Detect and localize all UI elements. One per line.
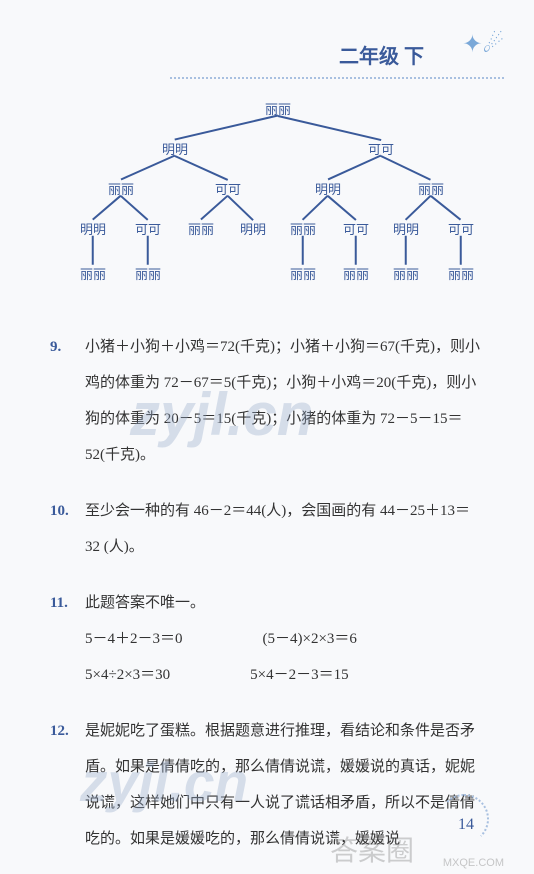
problem-text: 小猪＋小狗＋小鸡＝72(千克)；小猪＋小狗＝67(千克)，则小鸡的体重为 72－…	[85, 329, 484, 473]
tree-node: 明明	[240, 219, 266, 238]
tree-node: 丽丽	[135, 264, 161, 283]
tree-edge	[175, 115, 278, 140]
header-decoration-icon: ✦☄	[424, 30, 504, 80]
problem-number: 10.	[50, 493, 85, 565]
tree-edge	[460, 236, 462, 265]
tree-edge	[147, 236, 149, 265]
problem-number: 11.	[50, 585, 85, 693]
tree-edge	[121, 155, 176, 180]
tree-node: 丽丽	[448, 264, 474, 283]
equation-row: 5×4÷2×3＝30 5×4－2－3＝15	[85, 657, 484, 693]
problems-list: 9.小猪＋小狗＋小鸡＝72(千克)；小猪＋小狗＝67(千克)，则小鸡的体重为 7…	[50, 329, 484, 857]
page-header: 二年级 下 ✦☄	[50, 40, 484, 69]
tree-node: 丽丽	[290, 264, 316, 283]
equation-row: 5－4＋2－3＝0 (5－4)×2×3＝6	[85, 621, 484, 657]
problem-item: 9.小猪＋小狗＋小鸡＝72(千克)；小猪＋小狗＝67(千克)，则小鸡的体重为 7…	[50, 329, 484, 473]
bottom-url: MXQE.COM	[443, 857, 504, 869]
bottom-logo: 答案圈	[330, 829, 414, 869]
tree-edge	[431, 195, 462, 220]
equation: (5－4)×2×3＝6	[263, 621, 357, 657]
problem-text: 是妮妮吃了蛋糕。根据题意进行推理，看结论和条件是否矛盾。如果是倩倩吃的，那么倩倩…	[85, 713, 484, 857]
tree-edge	[121, 195, 149, 220]
tree-edge	[355, 236, 357, 265]
page-number: 14	[458, 816, 474, 834]
tree-diagram: 丽丽明明可可丽丽可可明明丽丽明明可可丽丽明明丽丽可可明明可可丽丽丽丽丽丽丽丽丽丽…	[50, 99, 484, 319]
problem-number: 9.	[50, 329, 85, 473]
tree-edge	[175, 155, 229, 180]
tree-edge	[302, 236, 304, 265]
tree-edge	[201, 195, 229, 220]
equation: 5×4÷2×3＝30	[85, 657, 170, 693]
problem-item: 12.是妮妮吃了蛋糕。根据题意进行推理，看结论和条件是否矛盾。如果是倩倩吃的，那…	[50, 713, 484, 857]
tree-edge	[328, 155, 382, 180]
tree-node: 丽丽	[80, 264, 106, 283]
tree-edge	[227, 195, 253, 220]
tree-node: 丽丽	[188, 219, 214, 238]
problem-item: 10.至少会一种的有 46－2＝44(人)，会国画的有 44－25＋13＝32 …	[50, 493, 484, 565]
equation: 5－4＋2－3＝0	[85, 621, 183, 657]
tree-edge	[92, 236, 94, 265]
tree-edge	[302, 195, 328, 220]
tree-edge	[328, 195, 357, 220]
problem-text: 至少会一种的有 46－2＝44(人)，会国画的有 44－25＋13＝32 (人)…	[85, 493, 484, 565]
tree-edge	[381, 155, 432, 180]
tree-node: 丽丽	[343, 264, 369, 283]
tree-edge	[405, 236, 407, 265]
problem-item: 11.此题答案不唯一。5－4＋2－3＝0(5－4)×2×3＝65×4÷2×3＝3…	[50, 585, 484, 693]
tree-edge	[405, 195, 431, 220]
problem-number: 12.	[50, 713, 85, 857]
equation: 5×4－2－3＝15	[250, 657, 348, 693]
tree-edge	[93, 195, 122, 220]
problem-text: 此题答案不唯一。5－4＋2－3＝0(5－4)×2×3＝65×4÷2×3＝305×…	[85, 585, 484, 693]
header-title: 二年级 下	[339, 40, 424, 69]
tree-edge	[278, 115, 381, 140]
tree-node: 丽丽	[393, 264, 419, 283]
